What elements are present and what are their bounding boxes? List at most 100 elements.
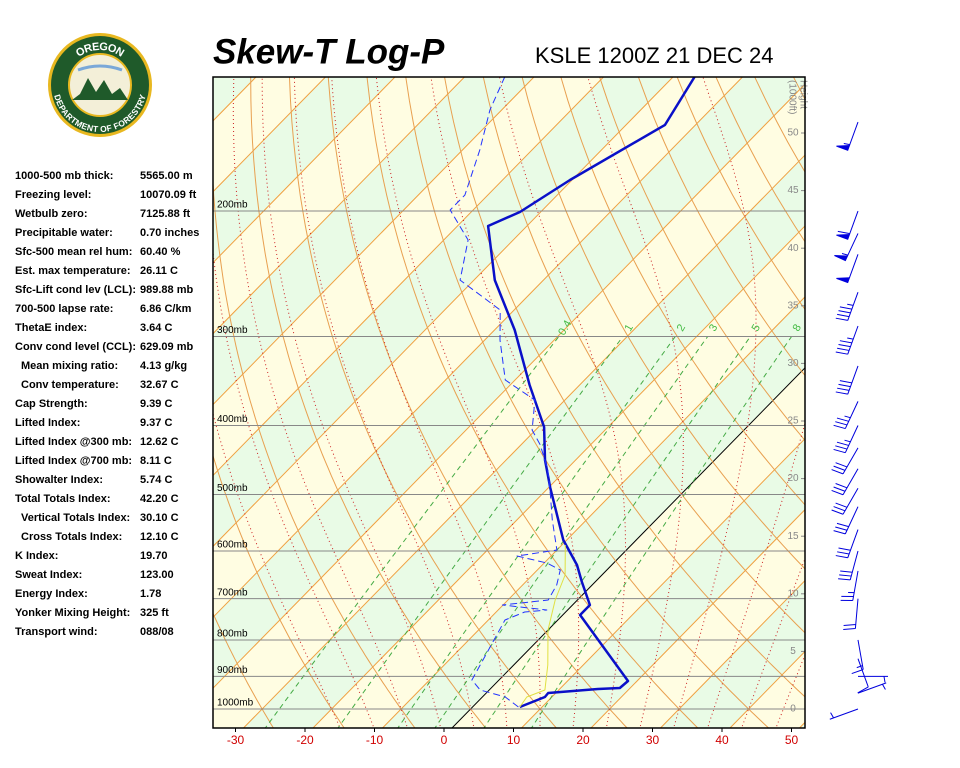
- wind-barb: [836, 121, 859, 151]
- plot-overlay: 0.4 1 2 3 5 8200mb300mb400mb500mb600mb700mb80…: [217, 80, 808, 747]
- pressure-label: 400mb: [217, 414, 248, 425]
- dry-adiabat: [327, 77, 628, 728]
- chart-subtitle: KSLE 1200Z 21 DEC 24: [535, 43, 773, 68]
- index-value: 5.74 C: [140, 474, 172, 486]
- height-axis-title: (1000ft): [786, 80, 797, 114]
- index-label: Conv cond level (CCL):: [15, 341, 136, 353]
- mixing-ratio-label: 5: [750, 322, 763, 333]
- index-label: Freezing level:: [15, 189, 91, 201]
- x-tick-label: -20: [296, 733, 314, 747]
- profile-line: [449, 77, 561, 708]
- wind-barb: [843, 598, 859, 630]
- mixing-ratio-line: [337, 336, 624, 728]
- index-label: Cap Strength:: [15, 398, 88, 410]
- isotherm: [213, 77, 396, 264]
- dry-adiabat: [250, 77, 487, 728]
- isotherm: [213, 77, 465, 335]
- height-tick-label: 0: [790, 704, 796, 715]
- index-value: 1.78: [140, 588, 161, 600]
- index-label: Sfc-Lift cond lev (LCL):: [15, 284, 136, 296]
- mixing-ratio-line: [264, 336, 560, 728]
- index-label: Sweat Index:: [15, 569, 82, 581]
- dry-adiabat: [405, 77, 770, 728]
- chart-title: Skew-T Log-P: [213, 32, 445, 71]
- index-value: 989.88 mb: [140, 284, 193, 296]
- logo-top: OREGON: [74, 41, 126, 60]
- mixing-ratio-line: [397, 336, 676, 728]
- index-value: 5565.00 m: [140, 170, 193, 182]
- pressure-label: 200mb: [217, 200, 248, 211]
- dry-adiabat: [213, 173, 416, 728]
- dry-adiabat: [213, 454, 345, 728]
- dry-adiabat: [482, 77, 805, 634]
- height-tick-label: 10: [787, 588, 799, 599]
- index-value: 7125.88 ft: [140, 208, 190, 220]
- isotherm: [213, 77, 743, 619]
- index-label: Conv temperature:: [21, 379, 119, 391]
- index-label: Sfc-500 mean rel hum:: [15, 246, 132, 258]
- height-tick-label: 35: [787, 300, 799, 311]
- dry-adiabat: [896, 53, 960, 730]
- wind-barb: [836, 210, 859, 240]
- dry-adiabat: [366, 77, 699, 728]
- index-label: Mean mixing ratio:: [21, 360, 118, 372]
- wind-barb: [857, 658, 869, 694]
- index-label: 1000-500 mb thick:: [15, 170, 113, 182]
- moist-adiabat: [430, 77, 580, 728]
- dry-adiabat: [599, 77, 805, 442]
- isotherm: [213, 77, 326, 193]
- wind-barb: [857, 682, 887, 694]
- x-tick-label: 10: [507, 733, 521, 747]
- index-value: 325 ft: [140, 607, 169, 619]
- isotherm: [213, 83, 805, 689]
- isotherm: [213, 77, 674, 548]
- isotherm: [869, 77, 960, 728]
- isotherm: [451, 367, 805, 728]
- isotherm: [799, 721, 805, 728]
- wind-barb: [831, 488, 859, 515]
- wind-barb: [831, 468, 859, 496]
- mixing-ratio-line: [434, 336, 709, 728]
- height-axis-title: Height: [797, 80, 808, 109]
- height-tick-label: 5: [790, 646, 796, 657]
- height-tick-label: 50: [787, 128, 799, 139]
- index-value: 9.37 C: [140, 417, 172, 429]
- x-tick-label: 20: [576, 733, 590, 747]
- height-tick-label: 40: [787, 243, 799, 254]
- pressure-label: 1000mb: [217, 698, 254, 709]
- mixing-ratio-label: 1: [622, 322, 635, 333]
- index-value: 30.10 C: [140, 512, 179, 524]
- pressure-label: 600mb: [217, 540, 248, 551]
- isotherm: [521, 437, 805, 728]
- index-label: Showalter Index:: [15, 474, 103, 486]
- x-tick-label: 40: [715, 733, 729, 747]
- dry-adiabat: [792, 77, 805, 101]
- index-label: Lifted Index @700 mb:: [15, 455, 132, 467]
- isotherm-band: [213, 84, 805, 728]
- profile-line: [519, 544, 566, 708]
- wind-barb: [838, 550, 859, 581]
- x-tick-label: -30: [227, 733, 245, 747]
- wind-barb: [858, 675, 888, 683]
- pressure-label: 900mb: [217, 665, 248, 676]
- height-tick-label: 45: [787, 185, 799, 196]
- mixing-ratio-label: 2: [675, 322, 688, 333]
- mixing-ratio-line: [483, 336, 751, 728]
- isotherm: [660, 579, 805, 728]
- logo-trees: [72, 78, 128, 100]
- wind-barb: [835, 529, 859, 559]
- index-label: Precipitable water:: [15, 227, 113, 239]
- index-label: Vertical Totals Index:: [21, 512, 130, 524]
- index-value: 32.67 C: [140, 379, 179, 391]
- index-value: 123.00: [140, 569, 174, 581]
- mixing-ratio-line: [530, 336, 793, 728]
- logo: OREGON DEPARTMENT OF FORESTRY: [48, 33, 152, 137]
- moist-adiabat: [293, 77, 475, 728]
- index-label: Wetbulb zero:: [15, 208, 88, 220]
- index-value: 3.64 C: [140, 322, 172, 334]
- isotherm-band: [869, 77, 960, 728]
- wind-barb: [831, 447, 859, 475]
- mixing-ratio-label: 3: [707, 322, 720, 333]
- wind-barb: [829, 708, 859, 720]
